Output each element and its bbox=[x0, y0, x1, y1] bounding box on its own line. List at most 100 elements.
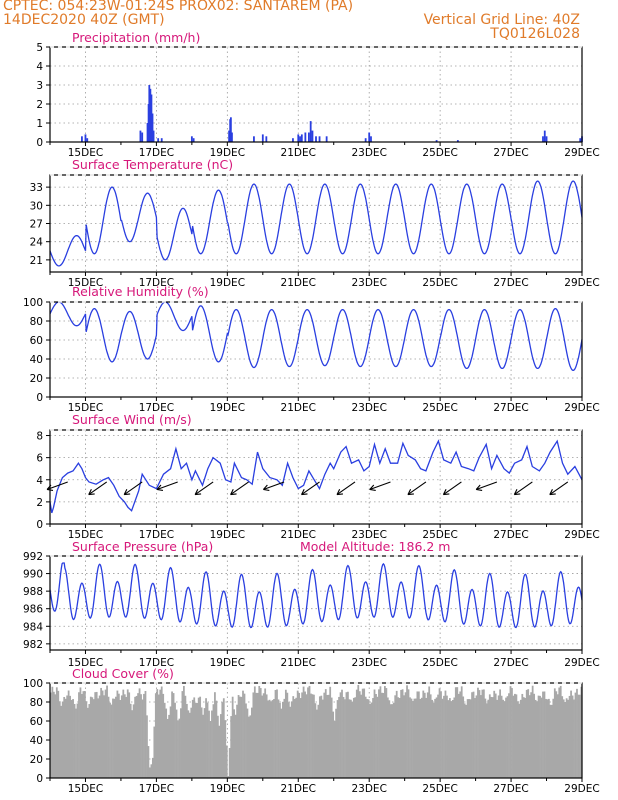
cloud-bar bbox=[426, 692, 429, 778]
cloud-bar bbox=[51, 686, 54, 778]
precip-bar bbox=[261, 134, 264, 142]
run-datetime: 14DEC2020 40Z (GMT) bbox=[3, 12, 165, 28]
cloud-bar bbox=[177, 720, 179, 778]
cloud-bar bbox=[131, 710, 134, 778]
precip-bar bbox=[364, 138, 367, 142]
cloud-bar bbox=[262, 693, 265, 778]
cloud-bar bbox=[279, 702, 281, 778]
cloud-bar bbox=[264, 688, 267, 778]
cloud-bar bbox=[562, 699, 565, 778]
cloud-bar bbox=[199, 696, 202, 778]
x-tick-label: 21DEC bbox=[281, 783, 316, 795]
cloud-bar bbox=[271, 700, 274, 778]
x-tick-label: 17DEC bbox=[139, 783, 174, 795]
panel-title: Surface Temperature (nC) bbox=[72, 157, 233, 172]
wind-arrow-shaft bbox=[549, 481, 569, 496]
cloud-bar bbox=[397, 697, 400, 778]
cloud-bar bbox=[462, 696, 465, 778]
cloud-bar bbox=[109, 702, 111, 778]
x-tick-label: 27DEC bbox=[493, 277, 528, 289]
cloud-bar bbox=[76, 703, 79, 778]
wind-arrow-head bbox=[230, 488, 234, 495]
wind-arrow-head bbox=[514, 493, 521, 496]
cloud-bar bbox=[488, 694, 491, 778]
cloud-bar bbox=[514, 693, 516, 778]
panel-2: Relative Humidity (%) 15DEC 17DEC 19DEC 21DE… bbox=[23, 284, 600, 414]
wind-arrow bbox=[369, 481, 391, 491]
cloud-bar bbox=[508, 693, 510, 778]
x-tick-label: 19DEC bbox=[210, 147, 245, 159]
wind-arrow-shaft bbox=[88, 481, 108, 496]
cloud-bar bbox=[428, 686, 431, 778]
x-tick-label: 23DEC bbox=[351, 529, 386, 541]
cloud-bar bbox=[64, 698, 67, 778]
cloud-bar bbox=[115, 696, 117, 778]
wind-arrow-head bbox=[88, 488, 92, 495]
cloud-bar bbox=[153, 726, 156, 778]
cloud-bar bbox=[545, 698, 547, 778]
cloud-bar bbox=[67, 690, 70, 778]
precip-bar bbox=[309, 121, 312, 142]
cloud-bar bbox=[484, 698, 487, 778]
x-tick-label: 25DEC bbox=[422, 277, 457, 289]
cloud-bar bbox=[304, 691, 306, 778]
x-tick-label: 29DEC bbox=[564, 529, 599, 541]
cloud-bar bbox=[299, 698, 302, 778]
cloud-bar bbox=[515, 694, 518, 778]
cloud-bar bbox=[533, 693, 536, 778]
cloud-bar bbox=[163, 702, 166, 778]
wind-arrow-shaft bbox=[369, 481, 391, 491]
x-tick-label: 29DEC bbox=[564, 657, 599, 669]
cloud-bar bbox=[307, 687, 309, 778]
cloud-bar bbox=[372, 698, 374, 778]
cloud-bar bbox=[503, 701, 506, 778]
cloud-bar bbox=[347, 691, 349, 778]
x-tick-label: 27DEC bbox=[493, 147, 528, 159]
cloud-bar bbox=[200, 707, 203, 778]
cloud-bar bbox=[494, 693, 497, 778]
cloud-bar bbox=[209, 721, 212, 778]
precip-bar bbox=[84, 134, 87, 142]
cloud-bar bbox=[363, 688, 366, 778]
cloud-bar bbox=[120, 695, 123, 778]
cloud-bar bbox=[125, 696, 128, 778]
precip-bar bbox=[299, 136, 301, 142]
cloud-bar bbox=[561, 696, 564, 778]
x-tick-label: 29DEC bbox=[564, 402, 599, 414]
cloud-bar bbox=[528, 695, 531, 778]
cloud-bar bbox=[97, 698, 100, 778]
cloud-bar bbox=[360, 694, 363, 778]
cloud-bar bbox=[245, 703, 247, 778]
cloud-bar bbox=[382, 692, 385, 778]
precip-bar bbox=[86, 138, 89, 142]
cloud-bar bbox=[147, 746, 150, 778]
cloud-bar bbox=[255, 692, 258, 778]
y-tick-label: 8 bbox=[36, 431, 43, 443]
cloud-bar bbox=[376, 696, 379, 778]
cloud-bar bbox=[338, 696, 340, 778]
wind-arrow-shaft bbox=[156, 481, 178, 491]
cloud-bar bbox=[565, 698, 568, 778]
cloud-bar bbox=[441, 698, 444, 778]
cloud-bar bbox=[194, 702, 197, 778]
wind-arrow-head bbox=[263, 488, 270, 491]
cloud-bar bbox=[404, 692, 407, 778]
wind-arrow bbox=[513, 481, 533, 496]
precip-bar bbox=[231, 132, 233, 142]
wind-arrow bbox=[230, 481, 249, 496]
cloud-bar bbox=[490, 696, 493, 778]
panel-1: Surface Temperature (nC) 15DEC 17DEC 19DEC 2… bbox=[30, 157, 600, 289]
cloud-bar bbox=[317, 704, 320, 778]
cloud-bar bbox=[248, 716, 250, 778]
cloud-bar bbox=[417, 691, 420, 778]
cloud-bar bbox=[50, 692, 52, 778]
wind-arrow-shaft bbox=[443, 481, 462, 496]
cloud-bar bbox=[579, 694, 581, 778]
cloud-bar bbox=[454, 687, 457, 778]
cloud-bar bbox=[171, 691, 173, 778]
wind-arrow bbox=[549, 481, 569, 496]
precip-bar bbox=[253, 136, 255, 142]
wind-arrow-shaft bbox=[123, 481, 143, 496]
precip-bar bbox=[292, 138, 294, 142]
cloud-bar bbox=[237, 695, 240, 778]
